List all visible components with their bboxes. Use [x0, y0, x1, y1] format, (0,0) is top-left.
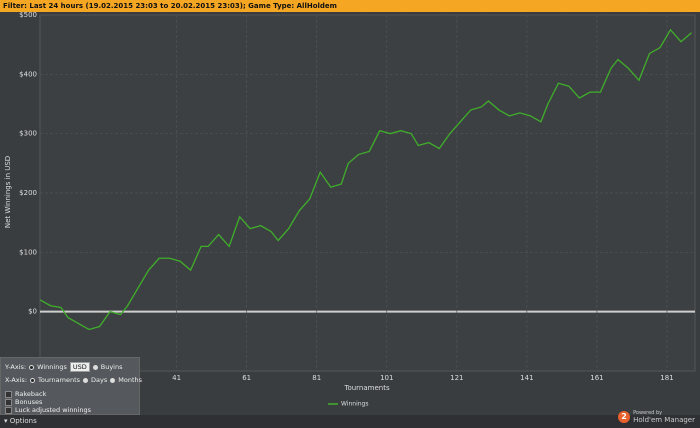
filter-label: Filter:	[3, 2, 27, 10]
radio-label[interactable]: Winnings	[37, 363, 67, 371]
footer-bar: ▾ Options	[0, 415, 700, 428]
legend-label: Winnings	[341, 401, 368, 408]
x-axis-label: Tournaments	[343, 384, 390, 392]
x-tick-label: 181	[660, 374, 673, 382]
radio[interactable]	[92, 364, 98, 370]
options-button[interactable]: ▾ Options	[4, 417, 37, 425]
radio[interactable]	[29, 364, 35, 370]
radio-label[interactable]: Buyins	[100, 363, 123, 371]
y-tick-label: $0	[28, 308, 37, 316]
y-tick-label: $500	[19, 12, 37, 19]
options-button-label[interactable]: Options	[9, 417, 37, 425]
options-panel: Y-Axis: Winnings USD Buyins X-Axis: Tourname…	[0, 357, 143, 415]
y-axis-option-label: Y-Axis:	[5, 363, 27, 371]
x-tick-label: 121	[450, 374, 463, 382]
checkbox-label[interactable]: Bonuses	[15, 398, 43, 406]
x-tick-label: 41	[172, 374, 181, 382]
logo-badge: 2	[618, 411, 631, 423]
filter-text: Last 24 hours (19.02.2015 23:03 to 20.02…	[29, 2, 337, 10]
powered-by: Powered by	[633, 410, 663, 416]
x-tick-label: 161	[590, 374, 603, 382]
line	[39, 28, 692, 331]
chart: Net Winnings in USD Tournaments $0 $100 $2…	[4, 12, 696, 408]
checkbox[interactable]	[5, 390, 12, 398]
y-tick-label: $200	[19, 189, 37, 197]
checkbox-label[interactable]: Rakeback	[15, 390, 47, 398]
x-tick-label: 101	[380, 374, 393, 382]
radio-label[interactable]: Tournaments	[38, 376, 81, 384]
product-name: Hold'em Manager	[633, 416, 695, 424]
x-axis-option-label: X-Axis:	[5, 376, 28, 384]
y-axis-label: Net Winnings in USD	[4, 156, 12, 228]
checkbox[interactable]	[5, 406, 12, 414]
y-tick-label: $300	[19, 130, 37, 138]
radio[interactable]	[83, 377, 89, 383]
filter-bar: Filter: Last 24 hours (19.02.2015 23:03 …	[0, 0, 700, 12]
y-tick-label: $400	[19, 70, 37, 78]
currency-select[interactable]: USD	[69, 362, 90, 372]
radio[interactable]	[110, 377, 116, 383]
radio[interactable]	[30, 377, 36, 383]
radio-label[interactable]: Months	[118, 376, 143, 384]
checkbox-label[interactable]: Luck adjusted winnings	[15, 406, 91, 414]
x-tick-label: 81	[312, 374, 321, 382]
radio-label[interactable]: Days	[91, 376, 108, 384]
x-tick-label: 141	[520, 374, 533, 382]
checkbox[interactable]	[5, 398, 12, 406]
y-tick-label: $100	[19, 248, 37, 256]
branding: 2 Powered by Hold'em Manager	[618, 410, 695, 424]
x-tick-label: 61	[242, 374, 251, 382]
